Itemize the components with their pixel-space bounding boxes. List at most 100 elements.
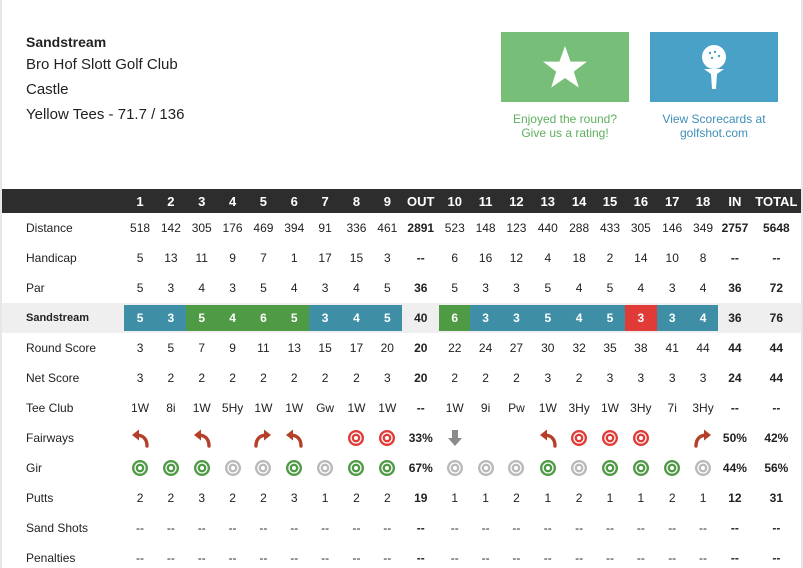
par-cell: 4 (290, 281, 298, 295)
left-border (0, 0, 2, 568)
sand-shots-in: -- (730, 521, 739, 535)
hole-header: 15 (594, 189, 626, 213)
view-scorecards-button[interactable] (650, 32, 778, 102)
rate-caption-1[interactable]: Enjoyed the round? (512, 112, 618, 126)
fairway-cell (248, 423, 279, 453)
putts-cell: 1 (482, 491, 489, 505)
hole-score: 3 (155, 305, 187, 331)
round-score-total: 44 (769, 341, 783, 355)
hole-score: 3 (625, 305, 657, 331)
star-icon (543, 46, 587, 88)
target-icon (632, 429, 650, 447)
distance-cell: 91 (318, 221, 332, 235)
penalties-cell: -- (197, 551, 206, 565)
gray-target-icon (254, 459, 272, 477)
gray-target-icon (694, 459, 712, 477)
putts-row: Putts 2 2 3 2 2 3 1 2 2 19 1 1 2 1 2 1 1 2 1 12 31 (2, 483, 801, 513)
round-score-cell: 30 (541, 341, 555, 355)
rate-round-link[interactable]: Enjoyed the round? Give us a rating! (501, 112, 629, 140)
gir-label: Gir (26, 461, 42, 475)
sand-shots-cell: -- (575, 521, 584, 535)
putts-cell: 2 (353, 491, 360, 505)
sand-shots-cell: -- (166, 521, 175, 535)
net-score-label: Net Score (26, 371, 80, 385)
view-scorecards-promo[interactable]: View Scorecards at golfshot.com (650, 32, 778, 140)
score-out: 40 (414, 311, 428, 325)
penalties-cell: -- (450, 551, 459, 565)
green-target-icon (539, 459, 557, 477)
net-score-cell: 2 (575, 371, 583, 385)
sand-shots-row: Sand Shots -- -- -- -- -- -- -- -- -- -- -- -- -- -- --… (2, 513, 801, 543)
rate-round-promo[interactable]: Enjoyed the round? Give us a rating! (501, 32, 629, 140)
net-score-cell: 2 (321, 371, 329, 385)
tee-info: Yellow Tees - 71.7 / 136 (26, 106, 185, 123)
target-icon (570, 429, 588, 447)
distance-cell: 146 (662, 221, 683, 235)
net-score-cell: 2 (167, 371, 175, 385)
view-caption-1[interactable]: View Scorecards at (662, 112, 766, 126)
gir-cell (186, 453, 217, 483)
net-score-cell: 3 (544, 371, 552, 385)
net-score-cell: 3 (668, 371, 676, 385)
penalties-cell: -- (290, 551, 299, 565)
penalties-cell: -- (481, 551, 490, 565)
hole-score: 6 (439, 305, 471, 331)
tee-club-cell: 3Hy (568, 401, 590, 415)
par-cell: 5 (544, 281, 552, 295)
penalties-cell: -- (259, 551, 268, 565)
net-score-cell: 2 (451, 371, 459, 385)
net-score-cell: 3 (606, 371, 614, 385)
hole-score-cell: 3 (656, 303, 688, 333)
handicap-cell: 15 (349, 251, 364, 265)
rate-caption-2[interactable]: Give us a rating! (521, 126, 609, 140)
par-cell: 3 (668, 281, 676, 295)
view-scorecards-link[interactable]: View Scorecards at golfshot.com (650, 112, 778, 140)
sand-shots-cell: -- (352, 521, 361, 535)
distance-cell: 176 (222, 221, 243, 235)
fairways-total: 42% (764, 431, 789, 445)
hole-score: 5 (532, 305, 564, 331)
tee-club-cell: 9i (480, 401, 491, 415)
tee-club-total: -- (772, 401, 781, 415)
hole-header: 17 (656, 189, 688, 213)
arrow-up-right-icon (693, 428, 713, 448)
golf-ball-tee-icon (702, 45, 726, 89)
tee-club-cell: 1W (192, 401, 211, 415)
gray-target-icon (570, 459, 588, 477)
par-cell: 4 (575, 281, 583, 295)
player-name: Sandstream (26, 34, 107, 50)
gir-out: 67% (408, 461, 433, 475)
handicap-cell: 5 (136, 251, 144, 265)
net-score-cell: 3 (383, 371, 391, 385)
sand-shots-cell: -- (228, 521, 237, 535)
tee-club-cell: 1W (347, 401, 366, 415)
gray-target-icon (477, 459, 495, 477)
round-score-out: 20 (414, 341, 428, 355)
handicap-total: -- (772, 251, 781, 265)
gray-target-icon (507, 459, 525, 477)
fairway-cell (217, 423, 247, 453)
tee-club-out: -- (416, 401, 425, 415)
view-caption-2[interactable]: golfshot.com (679, 126, 749, 140)
rate-round-button[interactable] (501, 32, 629, 102)
putts-cell: 2 (167, 491, 175, 505)
hole-score-cell: 3 (470, 303, 501, 333)
arrow-up-left-icon (538, 428, 558, 448)
handicap-cell: 2 (606, 251, 614, 265)
gir-row: Gir 67% 44% 56% (2, 453, 801, 483)
arrow-up-left-icon (284, 428, 304, 448)
penalties-cell: -- (136, 551, 145, 565)
hole-header: 11 (470, 189, 501, 213)
sand-shots-cell: -- (383, 521, 392, 535)
club-name: Bro Hof Slott Golf Club (26, 56, 178, 73)
net-score-cell: 3 (637, 371, 645, 385)
tee-club-cell: 1W (378, 401, 397, 415)
distance-cell: 394 (284, 221, 305, 235)
round-score-row: Round Score 3 5 7 9 11 13 15 17 20 20 22 24 27 30 32 35 3… (2, 333, 801, 363)
gir-cell (563, 453, 594, 483)
arrow-up-left-icon (130, 428, 150, 448)
tee-club-in: -- (730, 401, 739, 415)
round-score-cell: 7 (198, 341, 206, 355)
gir-cell (309, 453, 340, 483)
distance-row: Distance 518 142 305 176 469 394 91 336 461 2891 52… (2, 213, 801, 243)
